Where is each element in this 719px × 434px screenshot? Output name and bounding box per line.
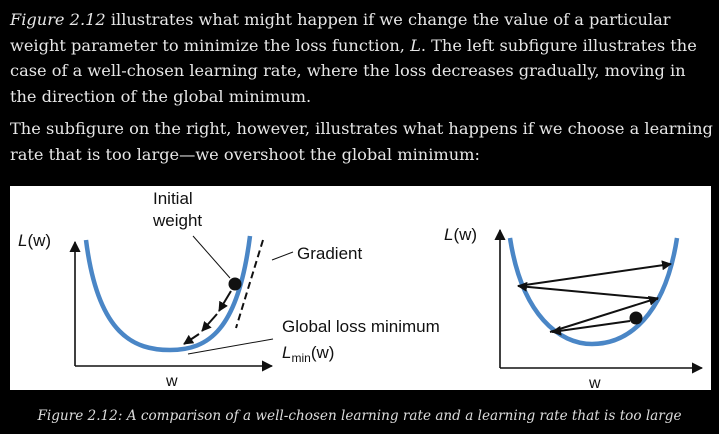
right-subfigure: L(w) w bbox=[444, 225, 704, 390]
gradient-label: Gradient bbox=[297, 244, 362, 263]
gradient-tangent-line bbox=[235, 239, 264, 329]
descent-step-2 bbox=[201, 313, 218, 332]
left-loss-curve bbox=[83, 235, 253, 353]
overshoot-step-1 bbox=[551, 320, 631, 336]
descent-step-3 bbox=[183, 333, 200, 345]
loss-variable: L bbox=[410, 35, 421, 55]
figure-caption: Figure 2.12: A comparison of a well-chos… bbox=[37, 408, 682, 424]
paragraph-text: The subfigure on the right, however, ill… bbox=[10, 119, 713, 164]
global-min-pointer bbox=[187, 338, 274, 355]
left-x-axis-label: w bbox=[165, 373, 178, 390]
left-subfigure: L(w) w Gradient Initial weight Global lo… bbox=[18, 189, 440, 390]
initial-weight-pointer bbox=[192, 235, 231, 279]
right-weight-point bbox=[629, 311, 643, 325]
left-y-axis-label: L(w) bbox=[18, 231, 51, 250]
overshoot-step-4 bbox=[517, 260, 672, 287]
gradient-pointer bbox=[271, 251, 294, 261]
paragraph-text-b: . The left subfigure illustrates the cas… bbox=[10, 35, 697, 106]
paragraph-text-a: illustrates what might happen if we chan… bbox=[10, 10, 671, 55]
overshoot-step-3 bbox=[517, 281, 659, 300]
paragraph-intro: Figure 2.12 illustrates what might happe… bbox=[10, 7, 716, 109]
initial-weight-label-line2: weight bbox=[152, 211, 202, 230]
figure-canvas: L(w) w Gradient Initial weight Global lo… bbox=[18, 189, 704, 390]
right-y-axis-label: L(w) bbox=[444, 225, 477, 244]
descent-step-1 bbox=[218, 290, 232, 312]
paragraph-overshoot: The subfigure on the right, however, ill… bbox=[10, 116, 716, 167]
right-x-axis-label: w bbox=[588, 375, 601, 390]
initial-weight-label-line1: Initial bbox=[153, 189, 193, 208]
learning-rate-figure: L(w) w Gradient Initial weight Global lo… bbox=[10, 186, 711, 390]
figure-reference: Figure 2.12 bbox=[10, 10, 106, 29]
initial-weight-point bbox=[228, 277, 242, 291]
overshoot-step-2 bbox=[549, 295, 659, 333]
right-loss-curve bbox=[507, 237, 680, 347]
lmin-label: Lmin(w) bbox=[282, 343, 334, 365]
global-min-label: Global loss minimum bbox=[282, 317, 440, 336]
